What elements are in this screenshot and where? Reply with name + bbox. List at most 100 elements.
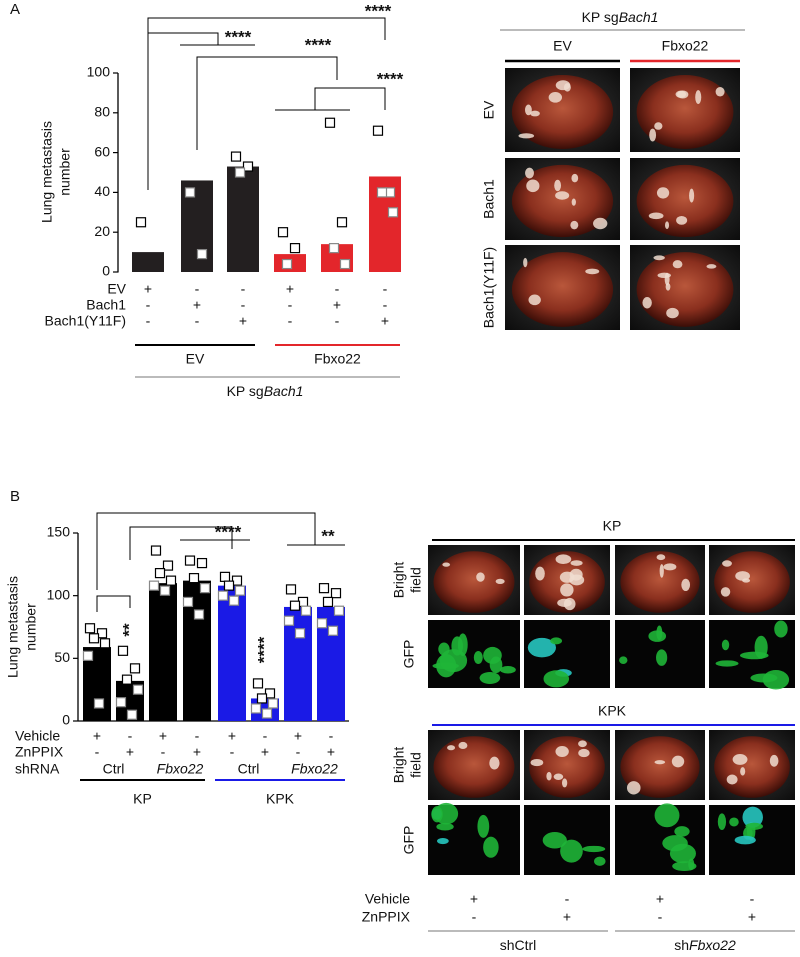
condition-sign: + [327, 744, 335, 760]
condition-sign: - [241, 297, 246, 313]
data-point [115, 697, 127, 708]
condition-sign: - [128, 728, 133, 744]
nodule [726, 774, 738, 785]
bar [284, 606, 312, 721]
bracket [314, 87, 386, 110]
nodule [530, 110, 540, 117]
nodule [769, 754, 779, 767]
condition-sign: + [193, 744, 201, 760]
group-label: KP [133, 791, 152, 807]
text-part: KP sg [227, 383, 264, 399]
group-label: EV [186, 351, 205, 367]
gfp-spot [721, 639, 730, 651]
nodule [535, 566, 545, 581]
text-part: sh [674, 937, 689, 953]
gfp-spot [436, 653, 457, 678]
gfp-spot [734, 835, 756, 845]
y-axis-label: Lung metastasis [5, 576, 21, 678]
nodule [666, 307, 679, 319]
data-point [148, 580, 160, 591]
nodule [626, 781, 641, 795]
condition-sign: + [470, 891, 478, 907]
bar [227, 166, 259, 272]
nodule [677, 90, 689, 99]
condition-sign: - [288, 297, 293, 313]
gfp-spot [479, 672, 501, 685]
data-point [99, 638, 111, 649]
gfp-spot [457, 633, 468, 656]
nodule [571, 198, 576, 206]
data-point [117, 645, 129, 656]
data-point [324, 117, 336, 128]
lung [433, 736, 515, 798]
data-point [372, 125, 384, 136]
y-tick-label: 0 [62, 712, 70, 728]
condition-sign: + [93, 728, 101, 744]
data-point [182, 596, 194, 608]
gfp-spot [674, 826, 690, 837]
condition-sign: - [335, 313, 340, 329]
nodule [653, 255, 665, 261]
lung [620, 551, 700, 613]
nodule [654, 760, 666, 765]
data-point [281, 258, 293, 270]
condition-sign: + [144, 281, 152, 297]
shrna-label: shRNA [15, 761, 60, 777]
y-tick-label: 20 [94, 223, 110, 239]
condition-sign: - [565, 891, 570, 907]
row-label: Bach1 [481, 179, 497, 219]
data-point [283, 615, 295, 626]
group-label: KP [603, 518, 622, 534]
row-label: Bach1(Y11F) [481, 247, 497, 328]
row-label: GFP [401, 640, 417, 669]
gfp-spot [560, 839, 583, 863]
significance: **** [377, 69, 404, 88]
lung [636, 75, 734, 149]
gfp-spot [582, 845, 606, 853]
gfp-spot [669, 843, 696, 864]
condition-sign: + [294, 728, 302, 744]
gfp-spot [431, 806, 443, 823]
panel-label: B [10, 488, 20, 505]
nodule [546, 771, 552, 781]
gfp-spot [477, 814, 490, 838]
y-tick-label: 100 [87, 64, 111, 80]
gfp-spot [483, 836, 499, 858]
y-tick-label: 60 [94, 143, 110, 159]
nodule [720, 587, 731, 597]
nodule [560, 583, 574, 597]
nodule [695, 90, 702, 105]
data-point [387, 207, 399, 218]
nodule [476, 572, 485, 582]
text-part-italic: Fbxo22 [689, 937, 736, 953]
gfp-spot [717, 813, 727, 831]
data-point [84, 623, 96, 634]
data-point [330, 588, 342, 599]
nodule [671, 755, 685, 768]
condition-sign: - [195, 281, 200, 297]
data-point [300, 605, 312, 616]
nodule [578, 740, 587, 748]
row-label: EV [481, 100, 497, 119]
data-point [184, 555, 196, 566]
nodule [663, 563, 677, 571]
gfp-spot [715, 660, 739, 667]
data-point [289, 600, 301, 611]
data-point [242, 161, 254, 172]
nodule [554, 179, 562, 192]
condition-label: EV [107, 281, 126, 297]
nodule [555, 554, 572, 564]
group-label: KPK [598, 703, 627, 719]
data-point [150, 545, 162, 556]
bracket [96, 512, 316, 590]
y-tick-label: 150 [47, 524, 71, 540]
y-tick-label: 80 [94, 104, 110, 120]
nodule [561, 778, 568, 788]
bracket [148, 32, 219, 45]
condition-sign: - [329, 728, 334, 744]
condition-sign: - [146, 297, 151, 313]
footer-label: shCtrl [500, 937, 537, 953]
nodule [706, 264, 717, 269]
nodule [525, 104, 532, 116]
gfp-spot [742, 806, 763, 828]
